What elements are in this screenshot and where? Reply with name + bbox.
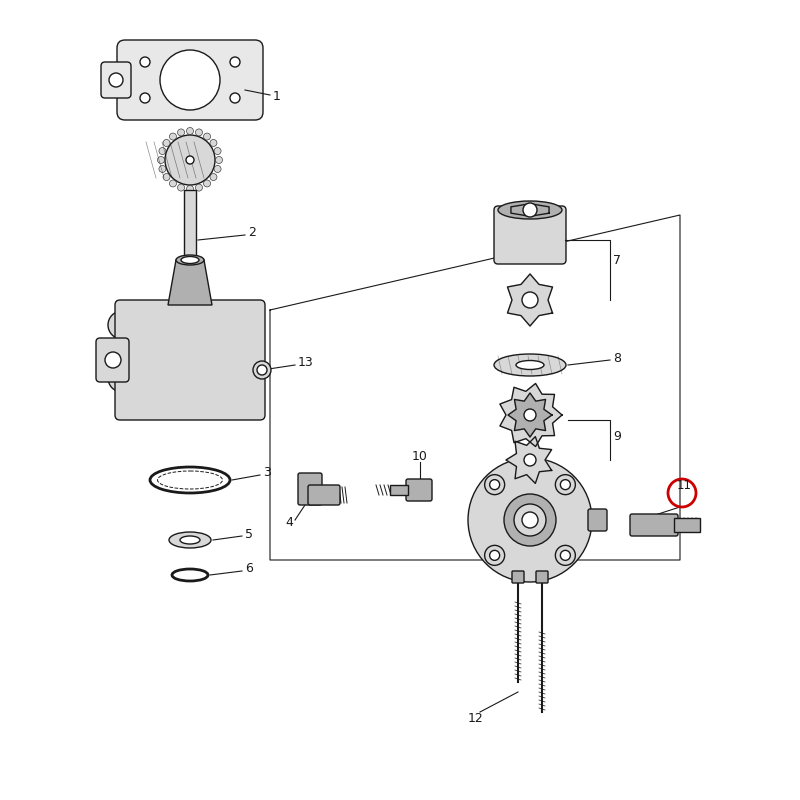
Circle shape — [105, 352, 121, 368]
Circle shape — [178, 129, 185, 136]
Text: 3: 3 — [263, 466, 271, 479]
Circle shape — [210, 174, 217, 181]
Circle shape — [163, 139, 170, 146]
Circle shape — [560, 550, 570, 560]
Text: 11: 11 — [677, 479, 692, 492]
Polygon shape — [168, 260, 212, 305]
FancyBboxPatch shape — [494, 206, 566, 264]
Polygon shape — [508, 393, 552, 437]
Text: 9: 9 — [613, 430, 621, 443]
Text: 4: 4 — [285, 517, 293, 530]
Circle shape — [522, 512, 538, 528]
FancyBboxPatch shape — [390, 485, 408, 495]
Circle shape — [195, 184, 202, 191]
Circle shape — [140, 57, 150, 67]
Circle shape — [165, 135, 215, 185]
Ellipse shape — [181, 257, 199, 263]
FancyBboxPatch shape — [674, 518, 700, 532]
Circle shape — [560, 480, 570, 490]
Circle shape — [108, 336, 136, 364]
Ellipse shape — [494, 354, 566, 376]
Circle shape — [108, 311, 136, 339]
Text: 10: 10 — [412, 450, 428, 463]
Ellipse shape — [498, 201, 562, 219]
Circle shape — [555, 474, 575, 494]
Circle shape — [170, 133, 177, 140]
Text: 7: 7 — [613, 254, 621, 266]
Text: 6: 6 — [245, 562, 253, 575]
FancyBboxPatch shape — [308, 485, 340, 505]
Circle shape — [214, 166, 221, 173]
Circle shape — [485, 474, 505, 494]
Circle shape — [186, 186, 194, 193]
Text: 1: 1 — [273, 90, 281, 103]
Circle shape — [215, 157, 222, 163]
Circle shape — [163, 174, 170, 181]
Polygon shape — [507, 274, 553, 326]
Circle shape — [186, 127, 194, 134]
Text: 13: 13 — [298, 357, 314, 370]
Circle shape — [170, 180, 177, 187]
Circle shape — [257, 365, 267, 375]
Ellipse shape — [176, 255, 204, 265]
Circle shape — [210, 139, 217, 146]
Polygon shape — [506, 437, 552, 483]
FancyBboxPatch shape — [512, 571, 524, 583]
Ellipse shape — [180, 536, 200, 544]
Polygon shape — [511, 204, 549, 216]
Circle shape — [108, 364, 136, 392]
Circle shape — [523, 203, 537, 217]
FancyBboxPatch shape — [115, 300, 265, 420]
FancyBboxPatch shape — [630, 514, 678, 536]
FancyBboxPatch shape — [536, 571, 548, 583]
Circle shape — [159, 147, 166, 154]
Circle shape — [468, 458, 592, 582]
Circle shape — [485, 546, 505, 566]
FancyBboxPatch shape — [298, 473, 322, 505]
FancyBboxPatch shape — [96, 338, 129, 382]
Circle shape — [555, 546, 575, 566]
Ellipse shape — [169, 532, 211, 548]
Circle shape — [524, 409, 536, 421]
Circle shape — [490, 480, 500, 490]
Text: 5: 5 — [245, 527, 253, 541]
Polygon shape — [185, 290, 195, 308]
Circle shape — [253, 361, 271, 379]
Circle shape — [504, 494, 556, 546]
Circle shape — [203, 133, 210, 140]
Circle shape — [178, 184, 185, 191]
FancyBboxPatch shape — [588, 509, 607, 531]
Circle shape — [230, 93, 240, 103]
Circle shape — [203, 180, 210, 187]
Circle shape — [140, 93, 150, 103]
Circle shape — [195, 129, 202, 136]
Circle shape — [490, 550, 500, 560]
Circle shape — [159, 166, 166, 173]
Text: 2: 2 — [248, 226, 256, 239]
FancyBboxPatch shape — [117, 40, 263, 120]
FancyBboxPatch shape — [406, 479, 432, 501]
FancyBboxPatch shape — [184, 190, 196, 290]
Text: 12: 12 — [468, 711, 484, 725]
Circle shape — [524, 454, 536, 466]
Circle shape — [160, 50, 220, 110]
Ellipse shape — [516, 361, 544, 370]
Text: 8: 8 — [613, 351, 621, 365]
Circle shape — [158, 157, 165, 163]
Circle shape — [186, 156, 194, 164]
FancyBboxPatch shape — [101, 62, 131, 98]
Circle shape — [522, 292, 538, 308]
Circle shape — [214, 147, 221, 154]
Circle shape — [230, 57, 240, 67]
Polygon shape — [500, 383, 562, 446]
Circle shape — [109, 73, 123, 87]
Circle shape — [514, 504, 546, 536]
